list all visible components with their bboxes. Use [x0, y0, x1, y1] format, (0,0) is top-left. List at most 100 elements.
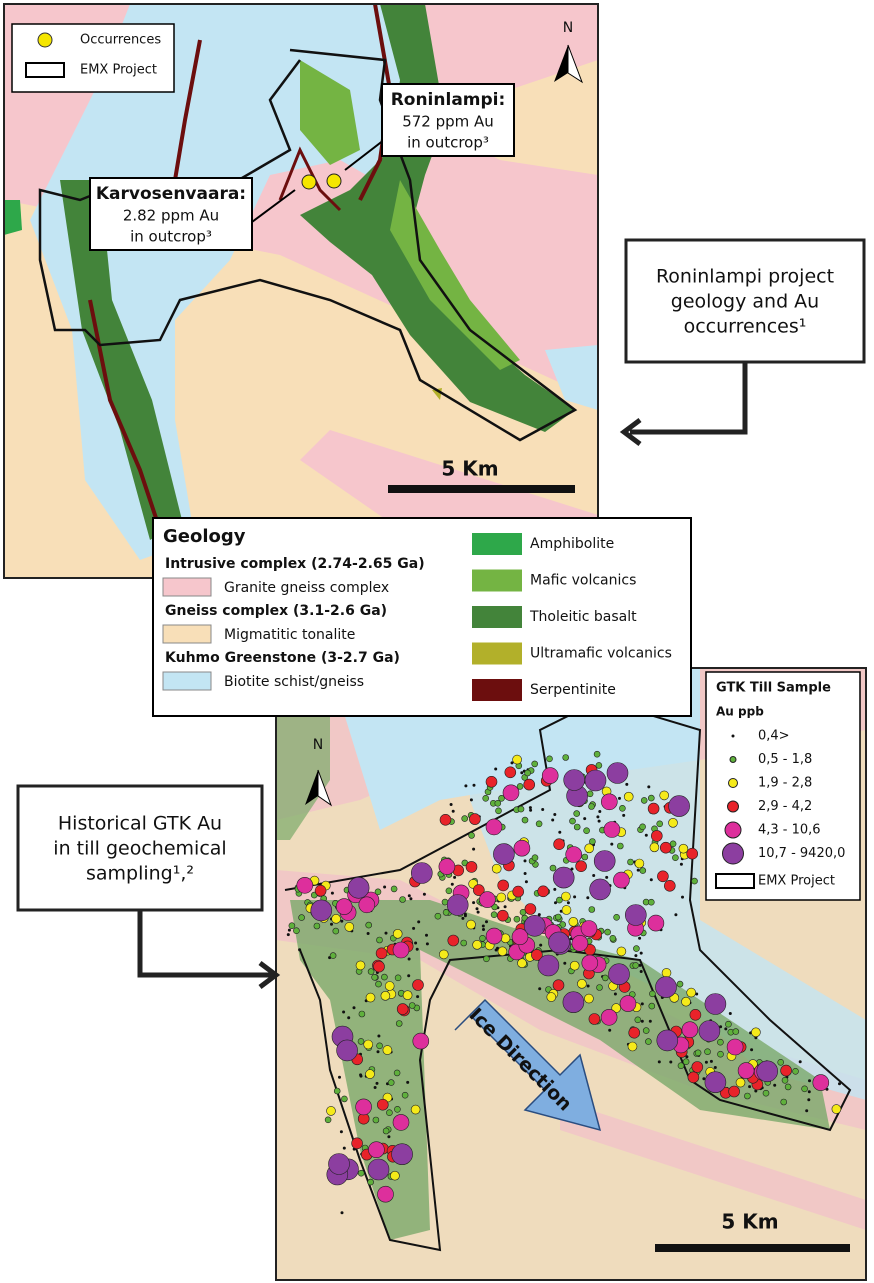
sample-dot: [604, 928, 611, 936]
sample-dot: [608, 963, 630, 986]
sample-dot: [513, 839, 531, 857]
sample-dot: [571, 934, 589, 952]
sample-dot: [313, 922, 321, 930]
sample-dot: [549, 864, 557, 872]
sample-dot: [523, 859, 527, 863]
sample-dot: [498, 794, 505, 802]
sample-dot: [588, 906, 596, 913]
sample-dot: [644, 833, 648, 837]
sample-dot: [608, 1028, 612, 1032]
label: Biotite schist/gneiss: [224, 674, 364, 690]
sample-dot: [392, 941, 410, 959]
sample-dot: [377, 1185, 394, 1203]
sample-dot: [556, 896, 563, 904]
sample-dot: [496, 892, 507, 903]
sample-dot: [618, 796, 621, 800]
sample-dot: [728, 1012, 732, 1015]
sample-dot: [645, 1038, 652, 1045]
sample-dot: [472, 783, 476, 787]
sample-dot: [777, 1059, 785, 1066]
label: N: [313, 737, 323, 753]
sample-dot: [661, 968, 672, 978]
label: N: [563, 20, 573, 36]
sample-dot: [642, 1027, 650, 1034]
legend-marker: [722, 842, 744, 865]
sample-dot: [382, 1127, 390, 1135]
sample-dot: [732, 1028, 740, 1035]
sample-dot: [640, 1019, 644, 1023]
sample-dot: [531, 760, 539, 768]
sample-dot: [482, 928, 485, 931]
sample-dot: [286, 933, 290, 937]
sample-dot: [597, 819, 601, 823]
label: 4,3 - 10,6: [758, 823, 821, 838]
sample-dot: [475, 907, 479, 911]
sample-dot: [344, 922, 355, 932]
sample-dot: [717, 1038, 724, 1046]
sample-dot: [310, 899, 333, 922]
sample-dot: [375, 1081, 379, 1085]
label: Kuhmo Greenstone (3-2.7 Ga): [165, 650, 400, 666]
sample-dot: [328, 1153, 350, 1175]
sample-dot: [407, 957, 411, 961]
sample-dot: [807, 1098, 811, 1102]
sample-dot: [412, 979, 424, 991]
sample-dot: [553, 838, 565, 851]
sample-dot: [677, 1062, 685, 1069]
label: 572 ppm Au: [402, 113, 494, 131]
sample-dot: [336, 1039, 358, 1062]
sample-dot: [391, 1143, 413, 1165]
sample-dot: [717, 1050, 724, 1058]
sample-dot: [387, 1135, 391, 1139]
sample-dot: [611, 1003, 622, 1013]
sample-dot: [494, 799, 502, 807]
sample-dot: [681, 895, 684, 899]
sample-dot: [656, 820, 664, 828]
sample-dot: [415, 947, 419, 951]
sample-dot: [517, 805, 525, 813]
legend-swatch: [162, 624, 212, 644]
sample-dot: [563, 769, 586, 791]
sample-dot: [347, 876, 370, 899]
sample-dot: [465, 861, 478, 873]
sample-dot: [494, 767, 498, 771]
sample-dot: [552, 866, 575, 889]
sample-dot: [409, 897, 413, 901]
sample-dot: [805, 1109, 809, 1113]
sample-dot: [503, 905, 507, 909]
sample-dot: [535, 820, 543, 828]
sample-dot: [445, 887, 453, 895]
top-map: [4, 4, 598, 578]
sample-dot: [372, 1116, 380, 1124]
sample-dot: [838, 1082, 841, 1086]
sample-dot: [748, 1085, 752, 1089]
label: in outcrop³: [407, 134, 489, 152]
sample-dot: [523, 778, 536, 791]
sample-dot: [573, 823, 581, 831]
sample-dot: [623, 791, 634, 802]
label: Migmatitic tonalite: [224, 627, 355, 643]
sample-dot: [682, 1058, 690, 1065]
sample-dot: [616, 842, 624, 850]
sample-dot: [365, 992, 376, 1003]
sample-dot: [685, 1055, 689, 1059]
sample-dot: [586, 984, 590, 988]
sample-dot: [648, 1019, 652, 1023]
sample-dot: [425, 933, 428, 937]
sample-dot: [668, 817, 678, 828]
sample-dot: [451, 809, 455, 813]
sample-dot: [384, 931, 388, 935]
label: 5 Km: [721, 1210, 778, 1234]
sample-dot: [581, 853, 589, 861]
sample-dot: [613, 992, 617, 996]
sample-dot: [523, 872, 527, 875]
sample-dot: [373, 1086, 377, 1089]
label: geology and Au: [671, 291, 819, 313]
sample-dot: [698, 1020, 721, 1042]
label: Karvosenvaara:: [96, 184, 246, 204]
sample-dot: [357, 1169, 365, 1177]
sample-dot: [482, 794, 490, 802]
sample-dot: [808, 1079, 811, 1083]
sample-dot: [377, 1034, 381, 1038]
sample-dot: [812, 1074, 830, 1091]
